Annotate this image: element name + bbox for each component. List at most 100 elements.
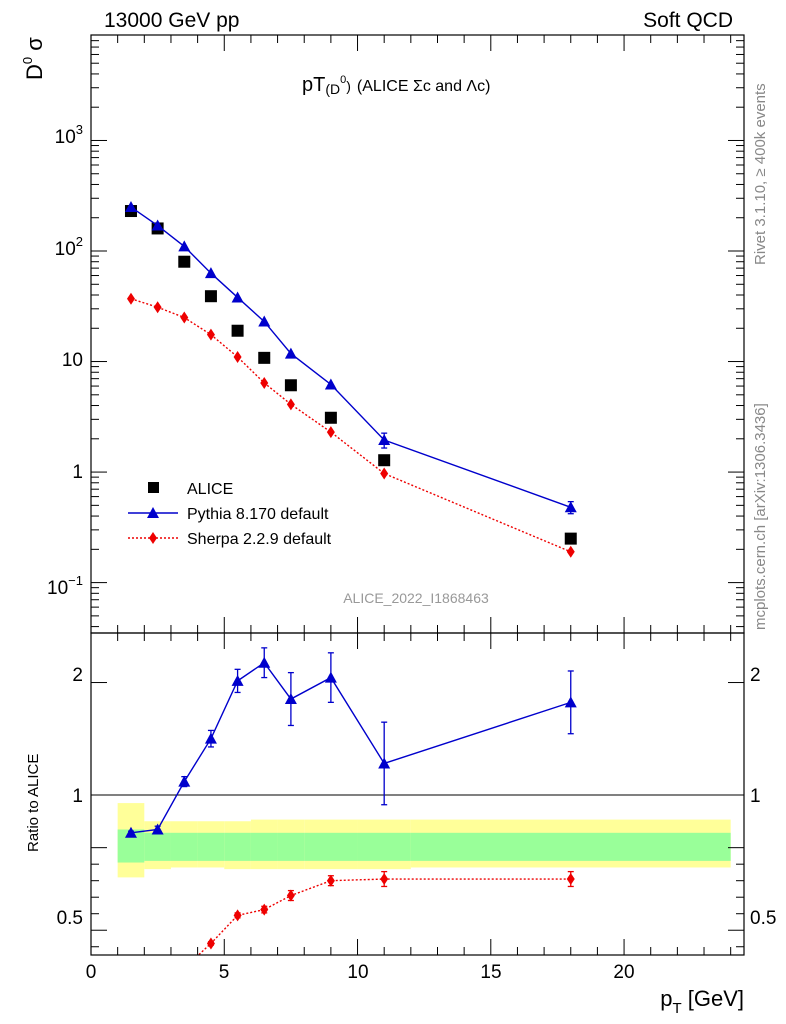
ytick-label-100-base: 10	[55, 239, 76, 260]
xtick-label-20: 20	[613, 962, 634, 983]
ratio-band-inner	[410, 832, 731, 861]
ratio-band-inner	[357, 832, 411, 861]
legend: ALICE Pythia 8.170 default Sherpa 2.2.9 …	[128, 481, 332, 548]
ratio-ytick-label-2-right: 2	[750, 665, 761, 686]
ytick-label-0.1-exp: −1	[68, 573, 83, 588]
main-y-axis-title-sup: 0	[20, 57, 35, 64]
ratio-marker-point	[151, 823, 164, 835]
ratio-marker-point	[124, 826, 137, 838]
ratio-band-inner	[304, 832, 358, 861]
ratio-series-1	[197, 870, 575, 955]
legend-marker-square	[148, 482, 159, 493]
ratio-panel: 0.5 1 2 0.5 1 2 0 5 10 15 20 Ratio to AL…	[25, 632, 776, 1017]
main-marker-point	[204, 290, 217, 303]
legend-marker-triangle	[147, 507, 159, 518]
main-marker-point	[178, 240, 191, 252]
ratio-band-inner	[250, 832, 278, 861]
main-marker-point	[258, 351, 271, 364]
legend-label-pythia: Pythia 8.170 default	[187, 506, 329, 523]
main-marker-point	[260, 376, 269, 389]
ratio-marker-point	[231, 674, 244, 686]
ratio-bands	[117, 803, 731, 878]
ytick-label-100-exp: 2	[76, 234, 83, 249]
main-series-line	[130, 298, 572, 553]
ratio-marker-point	[204, 732, 217, 744]
ytick-label-1: 1	[72, 462, 83, 483]
main-y-ticks	[91, 34, 744, 628]
header-left-label: 13000 GeV pp	[104, 9, 239, 32]
main-marker-point	[284, 347, 297, 359]
main-marker-point	[153, 301, 162, 314]
ratio-marker-point	[326, 874, 335, 887]
main-title: pT(D0) (ALICE Σc and Λc)	[302, 74, 490, 97]
legend-item-sherpa: Sherpa 2.2.9 default	[128, 531, 332, 548]
rivet-version-label: Rivet 3.1.10, ≥ 400k events	[752, 83, 769, 265]
main-series-2	[126, 292, 575, 558]
xtick-label-15: 15	[480, 962, 501, 983]
header-right-label: Soft QCD	[643, 9, 733, 32]
x-axis-title-main: p	[660, 986, 672, 1011]
ratio-marker-point	[206, 937, 215, 950]
ratio-marker-point	[324, 671, 337, 683]
legend-item-pythia: Pythia 8.170 default	[128, 506, 329, 523]
analysis-watermark: ALICE_2022_I1868463	[343, 590, 489, 606]
x-axis-title-tail: [GeV]	[682, 986, 744, 1011]
ratio-series-line	[197, 878, 571, 955]
ratio-marker-point	[258, 656, 271, 668]
main-marker-point	[284, 379, 297, 392]
main-marker-point	[180, 311, 189, 324]
xtick-label-5: 5	[219, 962, 230, 983]
main-series-layer	[124, 201, 577, 558]
main-marker-point	[324, 411, 337, 424]
ytick-label-1000-exp: 3	[76, 122, 83, 137]
main-marker-point	[324, 378, 337, 390]
ytick-label-1000-base: 10	[55, 127, 76, 148]
legend-label-alice: ALICE	[187, 481, 233, 498]
legend-marker-diamond	[149, 532, 157, 544]
ratio-band-inner	[277, 832, 305, 861]
main-marker-point	[564, 501, 577, 513]
ratio-ytick-label-0.5-left: 0.5	[57, 908, 83, 929]
main-marker-point	[126, 292, 135, 305]
ratio-marker-point	[566, 873, 575, 886]
main-marker-point	[286, 398, 295, 411]
ratio-band-inner	[224, 832, 251, 861]
ratio-ytick-label-1-left: 1	[72, 786, 83, 807]
main-marker-point	[564, 532, 577, 545]
ratio-series-layer	[124, 647, 577, 955]
ratio-ytick-label-2-left: 2	[72, 665, 83, 686]
ratio-marker-point	[233, 909, 242, 922]
ratio-ytick-labels-right: 0.5 1 2	[750, 665, 776, 929]
main-title-desc: (ALICE Σc and Λc)	[357, 78, 491, 95]
main-marker-point	[231, 324, 244, 337]
ratio-marker-point	[286, 889, 295, 902]
main-marker-point	[178, 255, 191, 268]
ytick-label-0.1-base: 10	[47, 578, 68, 599]
ratio-marker-point	[178, 775, 191, 787]
main-title-text: pT	[302, 74, 325, 96]
ratio-marker-point	[284, 693, 297, 705]
ratio-band-inner	[144, 832, 171, 861]
ratio-band-inner	[170, 832, 198, 861]
main-marker-point	[378, 454, 391, 467]
x-axis-title: pT [GeV]	[660, 986, 744, 1017]
ytick-label-10: 10	[62, 350, 83, 371]
ytick-label-1000: 103	[55, 122, 83, 148]
main-marker-point	[378, 434, 391, 446]
main-y-axis-title-main: D	[22, 64, 47, 80]
main-marker-point	[231, 291, 244, 303]
main-series-1	[124, 201, 577, 515]
ratio-plot-frame	[90, 632, 745, 956]
main-marker-point	[204, 267, 217, 279]
main-title-sub: (D	[325, 81, 340, 97]
ratio-series-0	[124, 647, 577, 838]
xtick-label-10: 10	[347, 962, 368, 983]
ratio-ytick-label-1-right: 1	[750, 786, 761, 807]
main-marker-point	[326, 426, 335, 439]
main-y-axis-title: D0 σ	[20, 37, 47, 80]
ratio-band-inner	[197, 832, 225, 861]
main-title-sup: 0	[340, 74, 346, 86]
x-axis-title-sub: T	[672, 1000, 681, 1017]
ratio-y-axis-title: Ratio to ALICE	[25, 754, 42, 852]
main-panel: pT(D0) (ALICE Σc and Λc) D0 σ 10−1 1 10 1…	[20, 34, 745, 634]
